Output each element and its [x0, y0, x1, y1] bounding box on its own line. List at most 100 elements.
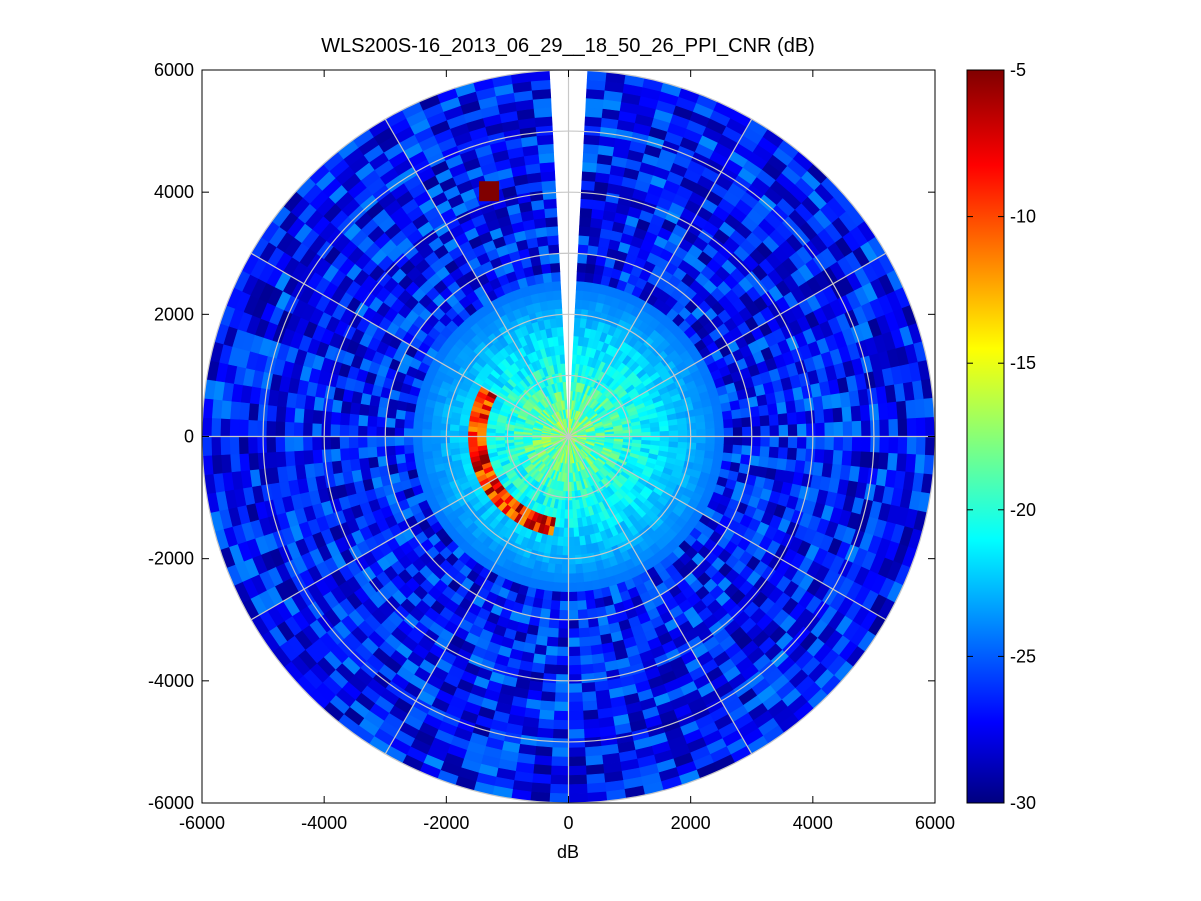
radar-cell-3745 [275, 451, 287, 468]
radar-cell-2032 [721, 410, 733, 421]
radar-cell-2800 [349, 458, 361, 472]
radar-cell-1917 [714, 436, 725, 446]
radar-cell-2450 [376, 416, 387, 428]
radar-cell-4305 [585, 764, 605, 776]
radar-cell-3598 [568, 710, 584, 721]
radar-cell-1357 [562, 536, 569, 547]
radar-cell-3039 [329, 423, 341, 437]
radar-cell-4069 [584, 745, 603, 758]
radar-cell-1741 [430, 428, 441, 437]
radar-cell-1237 [572, 527, 580, 538]
radar-cell-3098 [805, 448, 816, 463]
radar-cell-1327 [668, 436, 679, 443]
radar-cell-1209 [659, 436, 670, 443]
radar-cell-2389 [751, 436, 762, 447]
radar-cell-1386 [458, 436, 469, 443]
radar-cell-2447 [376, 445, 387, 457]
radar-cell-2656 [546, 636, 559, 648]
radar-cell-1800 [704, 443, 716, 453]
radar-cell-2655 [557, 637, 569, 648]
radar-cell-2214 [394, 417, 405, 429]
radar-cell-3805 [860, 436, 872, 453]
radar-cell-3629 [284, 421, 295, 437]
radar-cell-4691 [202, 416, 213, 437]
radar-cell-4042 [877, 452, 890, 471]
radar-cell-3718 [537, 718, 554, 730]
radar-cell-1473 [573, 545, 582, 556]
radar-cell-2534 [588, 626, 601, 638]
radar-cell-1830 [552, 572, 562, 584]
radar-cell-1002 [568, 509, 574, 520]
radar-cell-3628 [284, 436, 295, 452]
radar-cell-3332 [824, 422, 835, 437]
radar-cell-2240 [540, 263, 552, 274]
radar-cell-2653 [578, 636, 591, 648]
radar-cell-3007 [580, 663, 594, 675]
radar-cell-3127 [555, 674, 569, 685]
radar-cell-3393 [302, 422, 313, 437]
radar-cell-1238 [568, 527, 575, 538]
radar-cell-2682 [358, 457, 370, 470]
radar-cell-4396 [905, 453, 917, 474]
radar-cell-2597 [589, 226, 602, 238]
radar-cell-2684 [357, 436, 368, 448]
radar-cell-4336 [229, 436, 240, 455]
radar-cell-1680 [696, 428, 707, 437]
radar-cell-4248 [585, 97, 605, 109]
radar-cell-2184 [549, 600, 561, 611]
radar-cell-4160 [887, 452, 899, 472]
radar-cell-4574 [211, 398, 223, 419]
radar-cell-2657 [535, 635, 548, 647]
radar-cell-3449 [832, 407, 844, 423]
radar-cell-1120 [568, 518, 574, 529]
radar-cell-2743 [778, 436, 789, 449]
radar-cell-1945 [575, 581, 586, 593]
radar-cell-1620 [440, 448, 452, 457]
radar-cell-2890 [568, 655, 581, 666]
radar-cell-1799 [705, 436, 716, 445]
radar-cell-1149 [476, 440, 487, 447]
radar-cell-3834 [568, 728, 585, 740]
radar-cell-2538 [547, 627, 559, 639]
radar-cell-2564 [367, 456, 379, 469]
radar-cell-3097 [806, 436, 817, 450]
radar-cell-3954 [535, 736, 554, 748]
radar-cell-4335 [229, 453, 241, 473]
radar-cell-1591 [574, 554, 583, 565]
radar-cell-4187 [584, 755, 604, 767]
x-tick-label-3: 0 [563, 813, 573, 833]
radar-cell-883 [571, 499, 577, 511]
radar-cell-3363 [554, 692, 569, 703]
radar-cell-4690 [202, 436, 213, 457]
radar-cell-3482 [539, 700, 555, 712]
radar-cell-3921 [868, 403, 880, 422]
radar-cell-2033 [723, 418, 734, 429]
radar-cell-2418 [568, 619, 579, 630]
radar-cell-2124 [576, 262, 588, 273]
radar-cell-3804 [860, 420, 872, 437]
radar-cell-2185 [540, 599, 552, 610]
radar-cell-3451 [833, 436, 844, 452]
radar-cell-2211 [394, 444, 405, 456]
radar-cell-1179 [558, 344, 565, 355]
radar-cell-1119 [572, 518, 579, 529]
radar-cell-3450 [833, 421, 844, 437]
radar-cell-2096 [403, 418, 414, 429]
radar-cell-1621 [440, 442, 451, 451]
radar-cell-1916 [714, 427, 725, 437]
radar-cell-3067 [543, 198, 557, 210]
radar-cell-2979 [796, 436, 808, 450]
radar-cell-1474 [568, 545, 576, 556]
radar-cell-1678 [694, 414, 706, 424]
radar-cell-2299 [577, 609, 589, 620]
radar-cell-4423 [585, 773, 606, 785]
radar-cell-2360 [577, 244, 589, 255]
radar-cell-3775 [537, 143, 554, 155]
radar-cell-2448 [375, 436, 386, 447]
radar-cell-3715 [583, 718, 600, 730]
radar-cell-2064 [568, 591, 578, 602]
radar-cell-2125 [585, 263, 597, 274]
radar-cell-3924 [868, 451, 880, 470]
radar-cell-3836 [536, 727, 554, 739]
y-tick-label-6: 6000 [154, 60, 194, 80]
